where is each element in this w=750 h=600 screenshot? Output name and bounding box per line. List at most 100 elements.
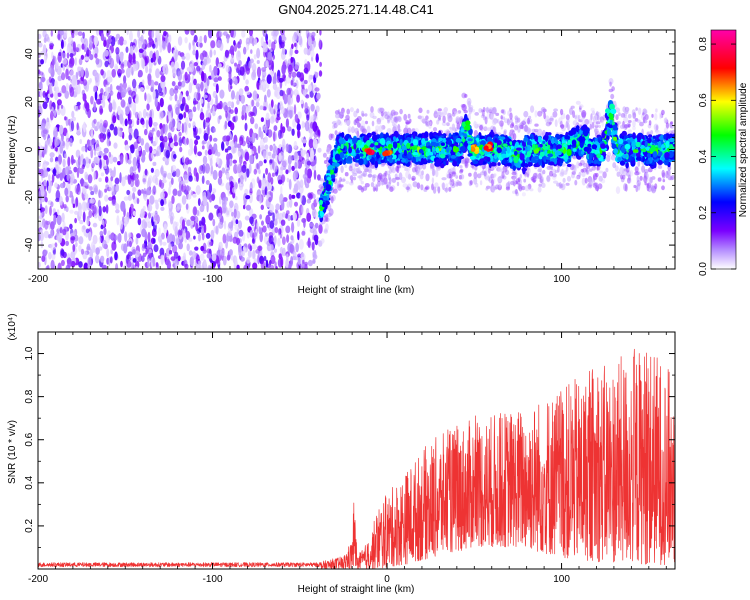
spectrogram-spread-cell [463, 110, 468, 114]
spectrogram-noise-cell [190, 190, 193, 196]
spectrogram-spread-cell [432, 127, 438, 132]
spectrogram-noise-cell [65, 139, 69, 150]
spectrogram-noise-cell [199, 52, 204, 61]
spectrogram-noise-cell [160, 199, 165, 207]
spectrogram-spread-cell [443, 187, 447, 192]
spectrogram-noise-cell [180, 103, 185, 112]
spectrogram-noise-cell [90, 95, 94, 105]
spectrogram-spread-cell [372, 175, 376, 183]
spectrogram-noise-cell [141, 119, 145, 125]
spectrogram-spread-cell [514, 124, 519, 131]
spectrogram-noise-cell [43, 250, 48, 255]
spectrogram-spread-cell [540, 176, 544, 185]
spectrogram-noise-cell [205, 109, 209, 118]
spectrogram-spread-cell [389, 186, 394, 192]
spectrogram-noise-cell [148, 243, 153, 248]
spectrogram-noise-cell [135, 45, 138, 53]
spectrogram-noise-cell [107, 38, 112, 43]
spectrogram-noise-cell [80, 177, 84, 187]
spectrogram-noise-cell [178, 136, 183, 147]
spectrogram-noise-cell [228, 249, 233, 256]
spectrogram-spread-cell [352, 176, 357, 181]
spectrogram-noise-cell [169, 95, 173, 101]
spectrogram-spread-cell [500, 115, 503, 120]
spectrogram-noise-cell [98, 177, 102, 182]
spectrogram-noise-cell [153, 244, 159, 253]
spectrogram-noise-cell [109, 83, 113, 93]
spectrogram-noise-cell [317, 174, 321, 181]
spectrogram-noise-cell [220, 250, 226, 256]
spectrogram-noise-cell [158, 91, 164, 97]
spectrogram-noise-cell [136, 197, 140, 205]
spectrogram-noise-cell [285, 169, 289, 175]
spectrogram-noise-cell [251, 244, 257, 250]
spectrogram-noise-cell [302, 139, 307, 144]
spectrogram-noise-cell [250, 116, 255, 125]
spectrogram-spread-cell [497, 176, 503, 184]
spectrogram-spread-cell [537, 110, 543, 117]
spectrogram-noise-cell [199, 253, 205, 261]
spectrogram-noise-cell [54, 90, 58, 101]
spectrogram-noise-cell [93, 85, 97, 93]
spectrogram-noise-cell [167, 104, 172, 112]
spectrogram-spread-cell [637, 107, 642, 116]
spectrogram-spread-cell [589, 177, 593, 184]
spectrogram-noise-cell [48, 180, 53, 189]
spectrogram-noise-cell [74, 57, 78, 66]
spectrogram-noise-cell [262, 106, 267, 111]
spectrogram-noise-cell [195, 49, 199, 60]
spectrogram-noise-cell [136, 120, 140, 125]
spectrogram-spread-cell [614, 165, 619, 172]
spectrogram-noise-cell [63, 204, 67, 209]
spectrogram-noise-cell [137, 30, 141, 38]
spectrogram-noise-cell [51, 253, 56, 260]
spectrogram-noise-cell [118, 36, 124, 46]
spectrogram-noise-cell [129, 144, 135, 149]
spectrogram-noise-cell [53, 214, 57, 226]
spectrogram-noise-cell [203, 223, 207, 234]
spectrogram-noise-cell [218, 221, 224, 229]
spectrogram-noise-cell [225, 182, 231, 191]
spectrogram-spread-cell [344, 164, 348, 168]
spectrogram-noise-cell [103, 155, 108, 161]
spectrogram-noise-cell [203, 34, 207, 44]
spectrogram-noise-cell [236, 163, 241, 173]
spectrogram-spread-cell [418, 107, 423, 114]
spectrogram-noise-cell [170, 118, 176, 128]
spectrogram-noise-cell [182, 155, 185, 163]
spectrogram-noise-cell [59, 30, 64, 36]
spectrogram-noise-cell [210, 70, 215, 80]
spectrogram-noise-cell [150, 57, 154, 63]
spectrogram-noise-cell [181, 219, 186, 230]
spectrogram-noise-cell [120, 99, 126, 108]
spectrogram-noise-cell [148, 38, 154, 46]
spectrogram-noise-cell [270, 115, 275, 124]
spectrogram-noise-cell [279, 89, 284, 97]
spectrogram-spread-cell [484, 116, 488, 125]
spectrogram-noise-cell [74, 210, 79, 215]
spectrogram-noise-cell [152, 257, 156, 267]
spectrogram-spread-cell [419, 174, 424, 180]
spectrogram-noise-cell [310, 56, 314, 62]
spectrogram-noise-cell [67, 186, 71, 198]
spectrogram-noise-cell [280, 256, 284, 268]
spectrogram-noise-cell [231, 211, 234, 217]
spectrogram-noise-cell [303, 47, 308, 55]
spectrogram-noise-cell [133, 141, 139, 149]
spectrogram-noise-cell [192, 106, 197, 113]
spectrogram-spread-cell [469, 180, 473, 186]
spectrogram-noise-cell [214, 204, 219, 209]
spectrogram-noise-cell [76, 159, 81, 168]
spectrogram-noise-cell [71, 110, 75, 118]
spectrogram-noise-cell [228, 70, 232, 81]
spectrogram-noise-cell [116, 85, 120, 90]
spectrogram-noise-cell [312, 138, 318, 150]
spectrogram-noise-cell [61, 72, 66, 81]
spectrogram-noise-cell [149, 109, 153, 119]
spectrogram-noise-cell [64, 187, 69, 197]
spectrogram-noise-cell [290, 56, 294, 64]
spectrogram-noise-cell [71, 195, 74, 205]
spectrogram-spread-cell [425, 173, 430, 182]
spectrogram-noise-cell [119, 114, 124, 123]
spectrogram-noise-cell [268, 196, 272, 203]
